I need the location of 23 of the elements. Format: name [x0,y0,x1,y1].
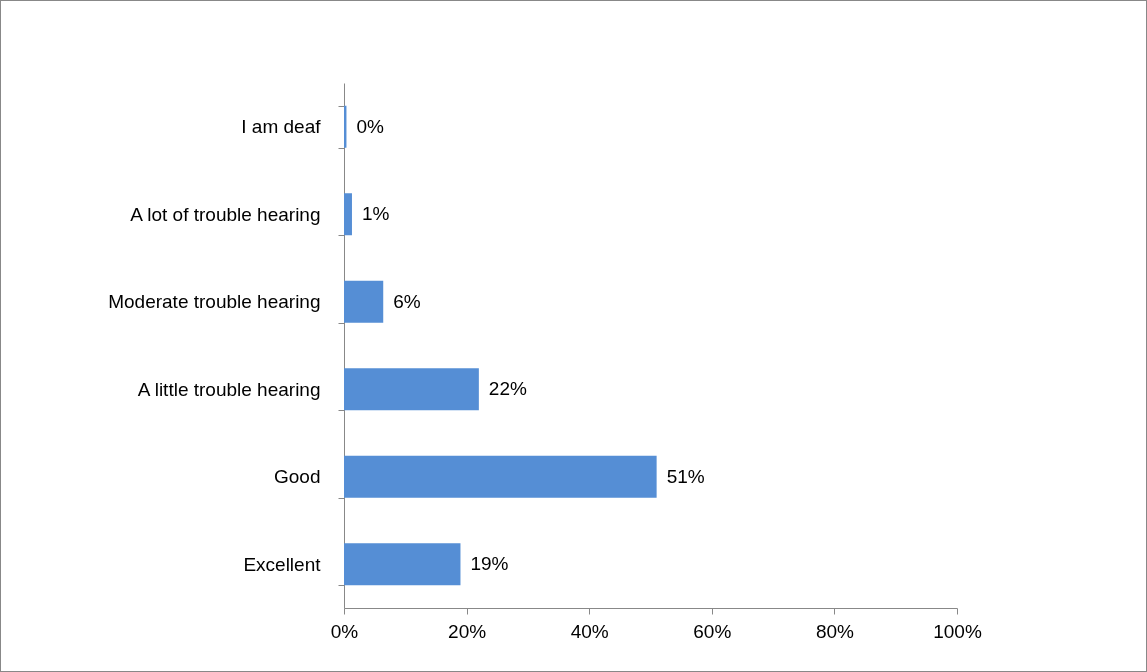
y-tick-label: Moderate trouble hearing [108,291,321,313]
bar [344,368,479,411]
data-label: 0% [356,115,385,137]
x-tick-label: 60% [693,620,732,642]
bar [344,455,657,498]
data-label: 22% [488,378,527,400]
data-label: 51% [666,465,705,487]
x-tick-label: 100% [933,620,982,642]
y-tick-label: Good [274,466,321,488]
x-tick-label: 0% [330,620,359,642]
y-tick-label: Excellent [243,553,322,575]
y-tick-label: I am deaf [241,116,322,138]
y-tick-label: A little trouble hearing [137,378,321,400]
y-tick-label: A lot of trouble hearing [130,203,321,225]
x-tick-label: 40% [570,620,609,642]
data-label: 1% [361,203,390,225]
data-label: 6% [393,290,421,312]
x-tick-label: 80% [815,620,855,642]
x-tick-label: 20% [448,620,487,642]
bar [344,543,461,586]
data-label: 19% [470,553,509,575]
bar [344,280,384,323]
bar [344,193,352,236]
